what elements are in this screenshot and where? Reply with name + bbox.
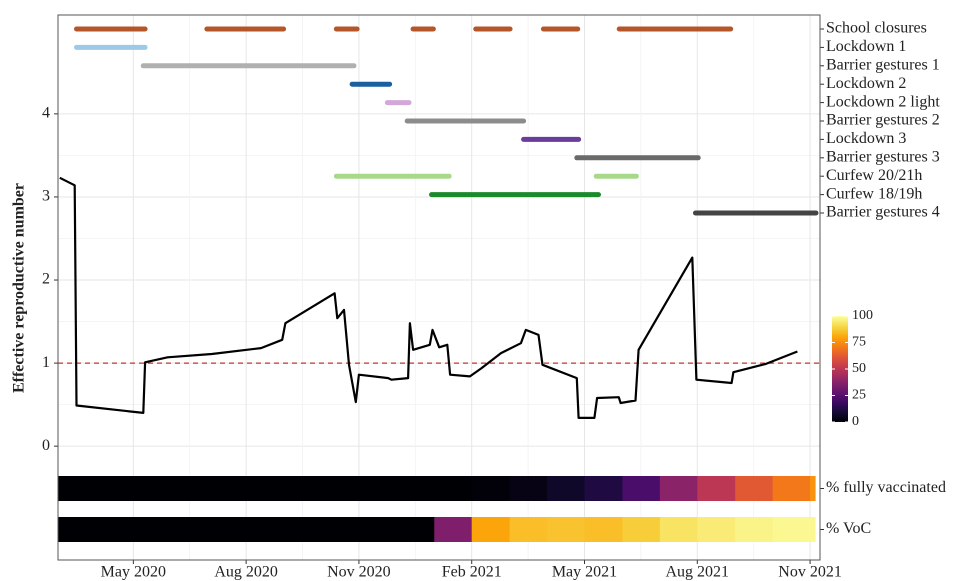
strip-cell xyxy=(584,517,623,542)
strip-cell xyxy=(58,517,97,542)
strip-cell xyxy=(547,476,586,501)
strip-cell xyxy=(622,517,661,542)
strip-cell xyxy=(171,476,210,501)
y-tick-label: 1 xyxy=(42,354,50,371)
intervention-label: Lockdown 3 xyxy=(826,130,906,147)
strip-cell xyxy=(171,517,210,542)
strip-cell xyxy=(547,517,586,542)
strip-cell xyxy=(208,517,247,542)
strip-cell xyxy=(246,517,285,542)
colorbar-tick-label: 0 xyxy=(852,414,859,429)
colorbar-tick-label: 50 xyxy=(852,361,866,376)
intervention-label: Barrier gestures 2 xyxy=(826,112,940,129)
intervention-label: Lockdown 2 light xyxy=(826,93,940,110)
x-tick-label: Feb 2021 xyxy=(442,564,502,581)
strip-cell xyxy=(95,476,134,501)
strip-label: % fully vaccinated xyxy=(826,479,946,496)
strip-cell xyxy=(396,517,435,542)
x-tick-label: May 2020 xyxy=(101,564,166,581)
x-tick-label: Nov 2021 xyxy=(778,564,842,581)
strip-cell xyxy=(509,476,548,501)
intervention-label: Lockdown 2 xyxy=(826,75,906,92)
strip-cell xyxy=(434,476,473,501)
x-tick-label: Aug 2021 xyxy=(666,564,730,581)
strip-cell xyxy=(133,517,172,542)
strip-cell xyxy=(133,476,172,501)
colorbar-tick-label: 100 xyxy=(852,308,873,323)
strip-cell xyxy=(735,517,774,542)
y-axis-title: Effective reproductive number xyxy=(11,183,28,393)
strip-cell xyxy=(358,476,398,501)
r-line xyxy=(59,176,798,419)
x-tick-label: May 2021 xyxy=(552,564,617,581)
strip-cell xyxy=(208,476,247,501)
x-tick-label: Aug 2020 xyxy=(214,564,278,581)
intervention-label: Barrier gestures 4 xyxy=(826,204,940,221)
strip-cell xyxy=(810,517,816,542)
strip-cell xyxy=(509,517,548,542)
strip-cell xyxy=(772,517,811,542)
intervention-label: Curfew 20/21h xyxy=(826,167,922,184)
strip-cell xyxy=(284,476,323,501)
y-tick-label: 4 xyxy=(42,105,50,122)
strip-cell xyxy=(772,476,811,501)
colorbar-tick-label: 25 xyxy=(852,388,866,403)
strip-cell xyxy=(622,476,661,501)
strip-label: % VoC xyxy=(826,520,871,537)
intervention-label: Lockdown 1 xyxy=(826,38,906,55)
y-tick-label: 0 xyxy=(42,437,50,454)
strip-cell xyxy=(810,476,816,501)
strip-cell xyxy=(321,476,360,501)
strip-cell xyxy=(584,476,623,501)
strip-cell xyxy=(358,517,398,542)
plot-frame xyxy=(57,14,821,561)
strip-cell xyxy=(735,476,774,501)
y-tick-label: 3 xyxy=(42,188,50,205)
strip-cell xyxy=(396,476,435,501)
y-tick-label: 2 xyxy=(42,271,50,288)
intervention-label: Barrier gestures 1 xyxy=(826,56,940,73)
strip-cell xyxy=(659,476,698,501)
strip-cell xyxy=(471,517,511,542)
colorbar xyxy=(832,316,848,422)
intervention-label: School closures xyxy=(826,20,927,37)
strip-cell xyxy=(95,517,134,542)
x-tick-label: Nov 2020 xyxy=(327,564,391,581)
strip-cell xyxy=(284,517,323,542)
strip-cell xyxy=(697,517,736,542)
strip-cell xyxy=(321,517,360,542)
strip-cell xyxy=(471,476,511,501)
intervention-label: Barrier gestures 3 xyxy=(826,148,940,165)
strip-cell xyxy=(697,476,736,501)
strip-cell xyxy=(246,476,285,501)
strip-cell xyxy=(434,517,473,542)
intervention-label: Curfew 18/19h xyxy=(826,185,922,202)
strip-cell xyxy=(659,517,698,542)
colorbar-tick-label: 75 xyxy=(852,335,866,350)
strip-cell xyxy=(58,476,97,501)
